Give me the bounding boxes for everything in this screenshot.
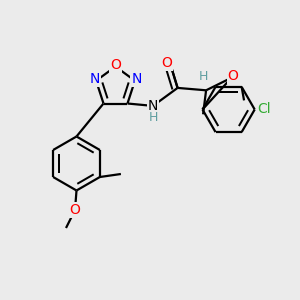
Text: O: O <box>110 58 121 72</box>
Text: N: N <box>148 99 158 113</box>
Text: Cl: Cl <box>257 102 271 116</box>
Text: O: O <box>161 56 172 70</box>
Text: O: O <box>228 69 238 83</box>
Text: O: O <box>70 203 80 217</box>
Text: H: H <box>149 111 158 124</box>
Text: N: N <box>131 72 142 86</box>
Text: N: N <box>89 72 100 86</box>
Text: H: H <box>198 70 208 83</box>
